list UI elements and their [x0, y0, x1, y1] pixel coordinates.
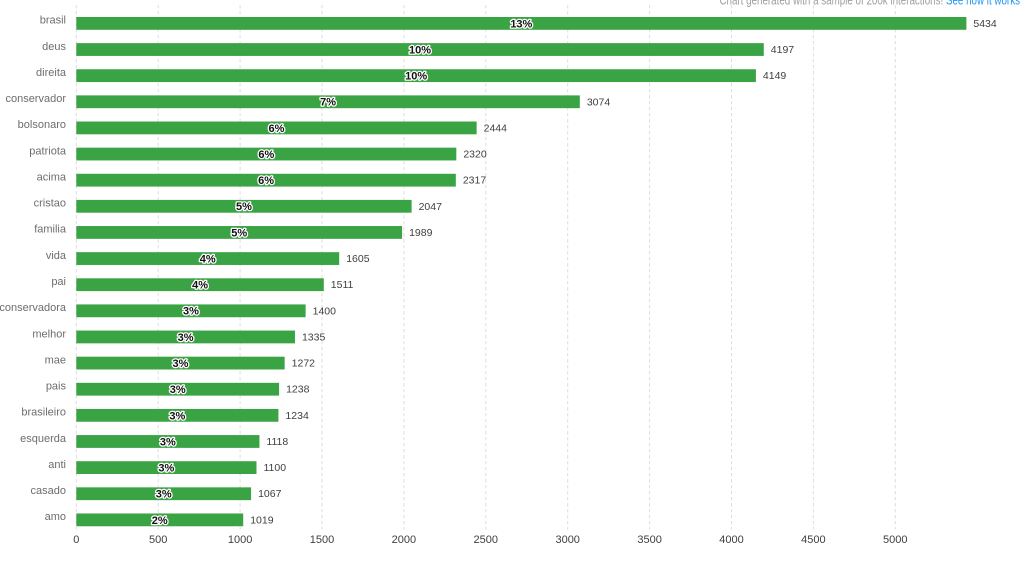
svg-text:4149: 4149 [763, 70, 787, 82]
svg-text:2444: 2444 [484, 122, 508, 134]
svg-text:amo: amo [45, 511, 66, 523]
svg-text:vida: vida [46, 250, 67, 262]
svg-text:4000: 4000 [719, 534, 743, 546]
svg-text:2047: 2047 [419, 201, 443, 213]
svg-text:brasil: brasil [40, 15, 66, 27]
svg-text:mae: mae [45, 354, 66, 366]
svg-text:deus: deus [42, 41, 66, 53]
svg-text:5000: 5000 [883, 534, 907, 546]
svg-text:4%: 4% [200, 253, 216, 265]
svg-text:3000: 3000 [555, 534, 579, 546]
svg-text:3%: 3% [169, 410, 185, 422]
svg-text:anti: anti [48, 459, 66, 471]
svg-text:conservador: conservador [5, 93, 66, 105]
svg-text:1118: 1118 [266, 436, 288, 448]
svg-text:1067: 1067 [258, 488, 282, 500]
svg-text:3%: 3% [158, 463, 174, 475]
svg-text:3%: 3% [183, 306, 199, 318]
svg-text:5%: 5% [236, 201, 252, 213]
svg-text:6%: 6% [269, 123, 285, 135]
svg-text:5434: 5434 [973, 18, 997, 30]
svg-text:13%: 13% [510, 18, 532, 30]
svg-text:4500: 4500 [801, 534, 825, 546]
svg-text:3%: 3% [160, 436, 176, 448]
svg-text:6%: 6% [258, 175, 274, 187]
svg-text:pais: pais [46, 381, 67, 393]
svg-text:1400: 1400 [313, 305, 337, 317]
svg-text:bolsonaro: bolsonaro [18, 119, 66, 131]
svg-text:1511: 1511 [331, 279, 354, 291]
svg-text:7%: 7% [320, 97, 336, 109]
svg-text:3%: 3% [178, 332, 194, 344]
svg-text:500: 500 [149, 534, 167, 546]
svg-text:pai: pai [51, 276, 66, 288]
svg-text:10%: 10% [405, 71, 427, 83]
svg-text:3%: 3% [156, 489, 172, 501]
svg-text:2317: 2317 [463, 175, 487, 187]
svg-text:1234: 1234 [285, 410, 309, 422]
svg-text:brasileiro: brasileiro [21, 407, 66, 419]
svg-text:3%: 3% [173, 358, 189, 370]
svg-text:4%: 4% [192, 280, 208, 292]
svg-text:1272: 1272 [292, 358, 316, 370]
svg-text:0: 0 [73, 534, 79, 546]
svg-text:1335: 1335 [302, 331, 326, 343]
svg-text:10%: 10% [409, 44, 431, 56]
svg-text:3500: 3500 [637, 534, 661, 546]
svg-text:2%: 2% [152, 515, 168, 527]
svg-text:esquerda: esquerda [20, 433, 67, 445]
svg-text:1019: 1019 [250, 514, 274, 526]
svg-text:melhor: melhor [32, 328, 66, 340]
svg-text:4197: 4197 [771, 44, 795, 56]
svg-text:1500: 1500 [310, 534, 334, 546]
svg-text:3074: 3074 [587, 96, 611, 108]
svg-text:1238: 1238 [286, 384, 310, 396]
svg-text:patriota: patriota [29, 145, 67, 157]
svg-text:1100: 1100 [263, 462, 286, 474]
svg-text:2000: 2000 [392, 534, 416, 546]
svg-text:casado: casado [31, 485, 66, 497]
svg-text:Chart generated with a sample: Chart generated with a sample of 200k in… [719, 0, 1020, 8]
svg-text:5%: 5% [231, 227, 247, 239]
svg-text:cristao: cristao [34, 198, 66, 210]
svg-text:acima: acima [37, 171, 67, 183]
svg-text:6%: 6% [258, 149, 274, 161]
svg-text:1605: 1605 [346, 253, 370, 265]
svg-text:1989: 1989 [409, 227, 433, 239]
svg-text:3%: 3% [170, 384, 186, 396]
svg-text:2320: 2320 [463, 149, 487, 161]
svg-text:familia: familia [34, 224, 67, 236]
svg-text:conservadora: conservadora [0, 302, 67, 314]
svg-text:direita: direita [36, 67, 67, 79]
svg-text:1000: 1000 [228, 534, 252, 546]
svg-text:2500: 2500 [474, 534, 498, 546]
